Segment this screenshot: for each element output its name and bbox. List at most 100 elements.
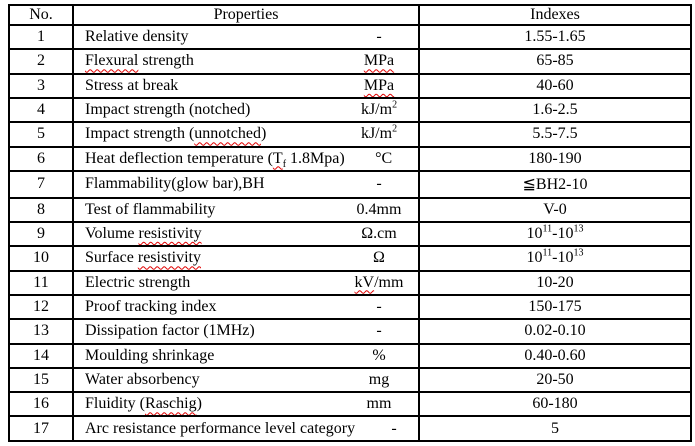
text-segment: Surface (85, 249, 138, 267)
text-segment: 0.02-0.10 (524, 322, 586, 340)
text-segment: Arc resistance performance level categor… (85, 419, 356, 437)
property-flex: Arc resistance performance level categor… (75, 419, 417, 438)
text-segment: - (376, 175, 382, 193)
table-body: 1 Relative density -1.55-1.65 2 Flexural str… (8, 23, 692, 442)
property-flex: Relative density - (75, 28, 417, 46)
text-segment: strength (138, 52, 194, 70)
index-cell: 5 (418, 415, 692, 442)
property-name: Fluidity (Raschig) (75, 395, 340, 413)
row-number-cell: 14 (8, 342, 74, 369)
misspelled-text: resistivity (138, 225, 202, 243)
text-segment: 10 (526, 225, 543, 243)
header-no: No. (8, 4, 74, 26)
property-cell: Surface resistivity Ω (72, 245, 420, 272)
text-segment: -10 (552, 225, 574, 243)
property-cell: Volume resistivity Ω.cm (72, 220, 420, 248)
property-name: Flexural strength (75, 52, 340, 70)
table-row: 4 Impact strength (notched) kJ/m2 1.6-2.5 (8, 96, 692, 124)
property-cell: Fluidity (Raschig) mm (72, 391, 420, 418)
misspelled-text: Raschig (145, 395, 197, 413)
property-unit: °C (345, 149, 417, 168)
text-segment: 1.8Mpa) (286, 149, 345, 167)
text-segment: Heat deflection temperature ( (85, 149, 273, 167)
row-number-cell: 4 (8, 96, 74, 124)
index-cell: 1.55-1.65 (418, 23, 692, 51)
text-segment: Ω.cm (361, 225, 397, 243)
index-cell: 1011-1013 (418, 245, 692, 272)
index-cell: 1011-1013 (418, 220, 692, 248)
text-segment: Impact strength ( (85, 125, 195, 143)
text-segment: 0.4mm (356, 200, 402, 218)
property-cell: Impact strength (notched) kJ/m2 (72, 96, 420, 124)
table-header: No. Properties Indexes (8, 4, 692, 26)
property-unit: kJ/m2 (340, 124, 417, 143)
text-segment: ) (196, 395, 202, 413)
text-segment: - (376, 322, 382, 340)
table-row: 5 Impact strength (unnotched) kJ/m2 5.5-7.5 (8, 121, 692, 148)
index-cell: 20-50 (418, 366, 692, 394)
index-cell: 150-175 (418, 293, 692, 321)
text-segment: 0.40-0.60 (524, 346, 586, 364)
property-unit: - (340, 175, 417, 193)
row-number-cell: 5 (8, 121, 74, 148)
property-cell: Arc resistance performance level categor… (72, 415, 420, 442)
text-segment: ) (260, 125, 267, 143)
row-number-cell: 1 (8, 23, 74, 51)
property-flex: Impact strength (notched) kJ/m2 (75, 100, 417, 119)
index-cell: 10-20 (418, 269, 692, 296)
misspelled-text: kV (354, 273, 375, 291)
header-row: No. Properties Indexes (8, 4, 692, 26)
text-segment: 60-180 (532, 395, 578, 413)
property-flex: Heat deflection temperature (Tf 1.8Mpa) °… (75, 149, 417, 169)
row-number-cell: 16 (8, 391, 74, 418)
table-row: 11 Electric strength kV/mm 10-20 (8, 269, 692, 296)
index-cell: 65-85 (418, 48, 692, 75)
property-cell: Dissipation factor (1MHz) - (72, 318, 420, 345)
text-segment: 11 (542, 248, 553, 260)
table-row: 9 Volume resistivity Ω.cm 1011-1013 (8, 220, 692, 248)
properties-table: No. Properties Indexes 1 Relative density… (8, 4, 692, 442)
text-segment: 2 (392, 124, 398, 136)
property-cell: Flexural strength MPa (72, 48, 420, 75)
property-cell: Heat deflection temperature (Tf 1.8Mpa) °… (72, 145, 420, 172)
text-segment: Volume (85, 225, 139, 243)
text-segment: % (372, 346, 386, 364)
index-cell: 5.5-7.5 (418, 121, 692, 148)
text-segment: - (391, 419, 397, 437)
row-number-cell: 17 (8, 415, 74, 442)
header-indexes: Indexes (418, 4, 692, 26)
misspelled-text: unnotched (194, 125, 261, 143)
property-flex: Surface resistivity Ω (75, 249, 417, 267)
table-row: 7 Flammability(glow bar),BH - ≦BH2-10 (8, 169, 692, 199)
text-segment: Impact strength (notched) (85, 101, 251, 119)
text-segment: Electric strength (85, 273, 191, 291)
misspelled-text: MPa (363, 52, 395, 70)
property-flex: Impact strength (unnotched) kJ/m2 (75, 124, 417, 143)
property-flex: Flexural strength MPa (75, 52, 417, 70)
property-cell: Flammability(glow bar),BH - (72, 169, 420, 199)
table-row: 12 Proof tracking index - 150-175 (8, 293, 692, 321)
table-row: 10 Surface resistivity Ω 1011-1013 (8, 245, 692, 272)
property-flex: Electric strength kV/mm (75, 273, 417, 292)
row-number-cell: 8 (8, 196, 74, 223)
text-segment: 180-190 (528, 149, 582, 167)
text-segment: Flammability(glow bar),BH (85, 175, 265, 193)
property-flex: Test of flammability 0.4mm (75, 200, 417, 219)
property-name: Test of flammability (75, 201, 340, 219)
property-unit: - (340, 322, 417, 340)
header-properties: Properties (72, 4, 420, 26)
text-segment: Moulding shrinkage (85, 346, 215, 364)
misspelled-text: Flexural (85, 52, 139, 70)
text-segment: 11 (542, 223, 553, 235)
property-flex: Flammability(glow bar),BH - (75, 175, 417, 193)
property-name: Flammability(glow bar),BH (75, 175, 340, 193)
row-number-cell: 2 (8, 48, 74, 75)
property-name: Moulding shrinkage (75, 346, 340, 365)
index-cell: 0.40-0.60 (418, 342, 692, 369)
misspelled-text: resistivity (137, 249, 201, 267)
property-cell: Proof tracking index - (72, 293, 420, 321)
text-segment: - (376, 28, 382, 46)
table-row: 16 Fluidity (Raschig) mm 60-180 (8, 391, 692, 418)
text-segment: °C (375, 149, 393, 167)
